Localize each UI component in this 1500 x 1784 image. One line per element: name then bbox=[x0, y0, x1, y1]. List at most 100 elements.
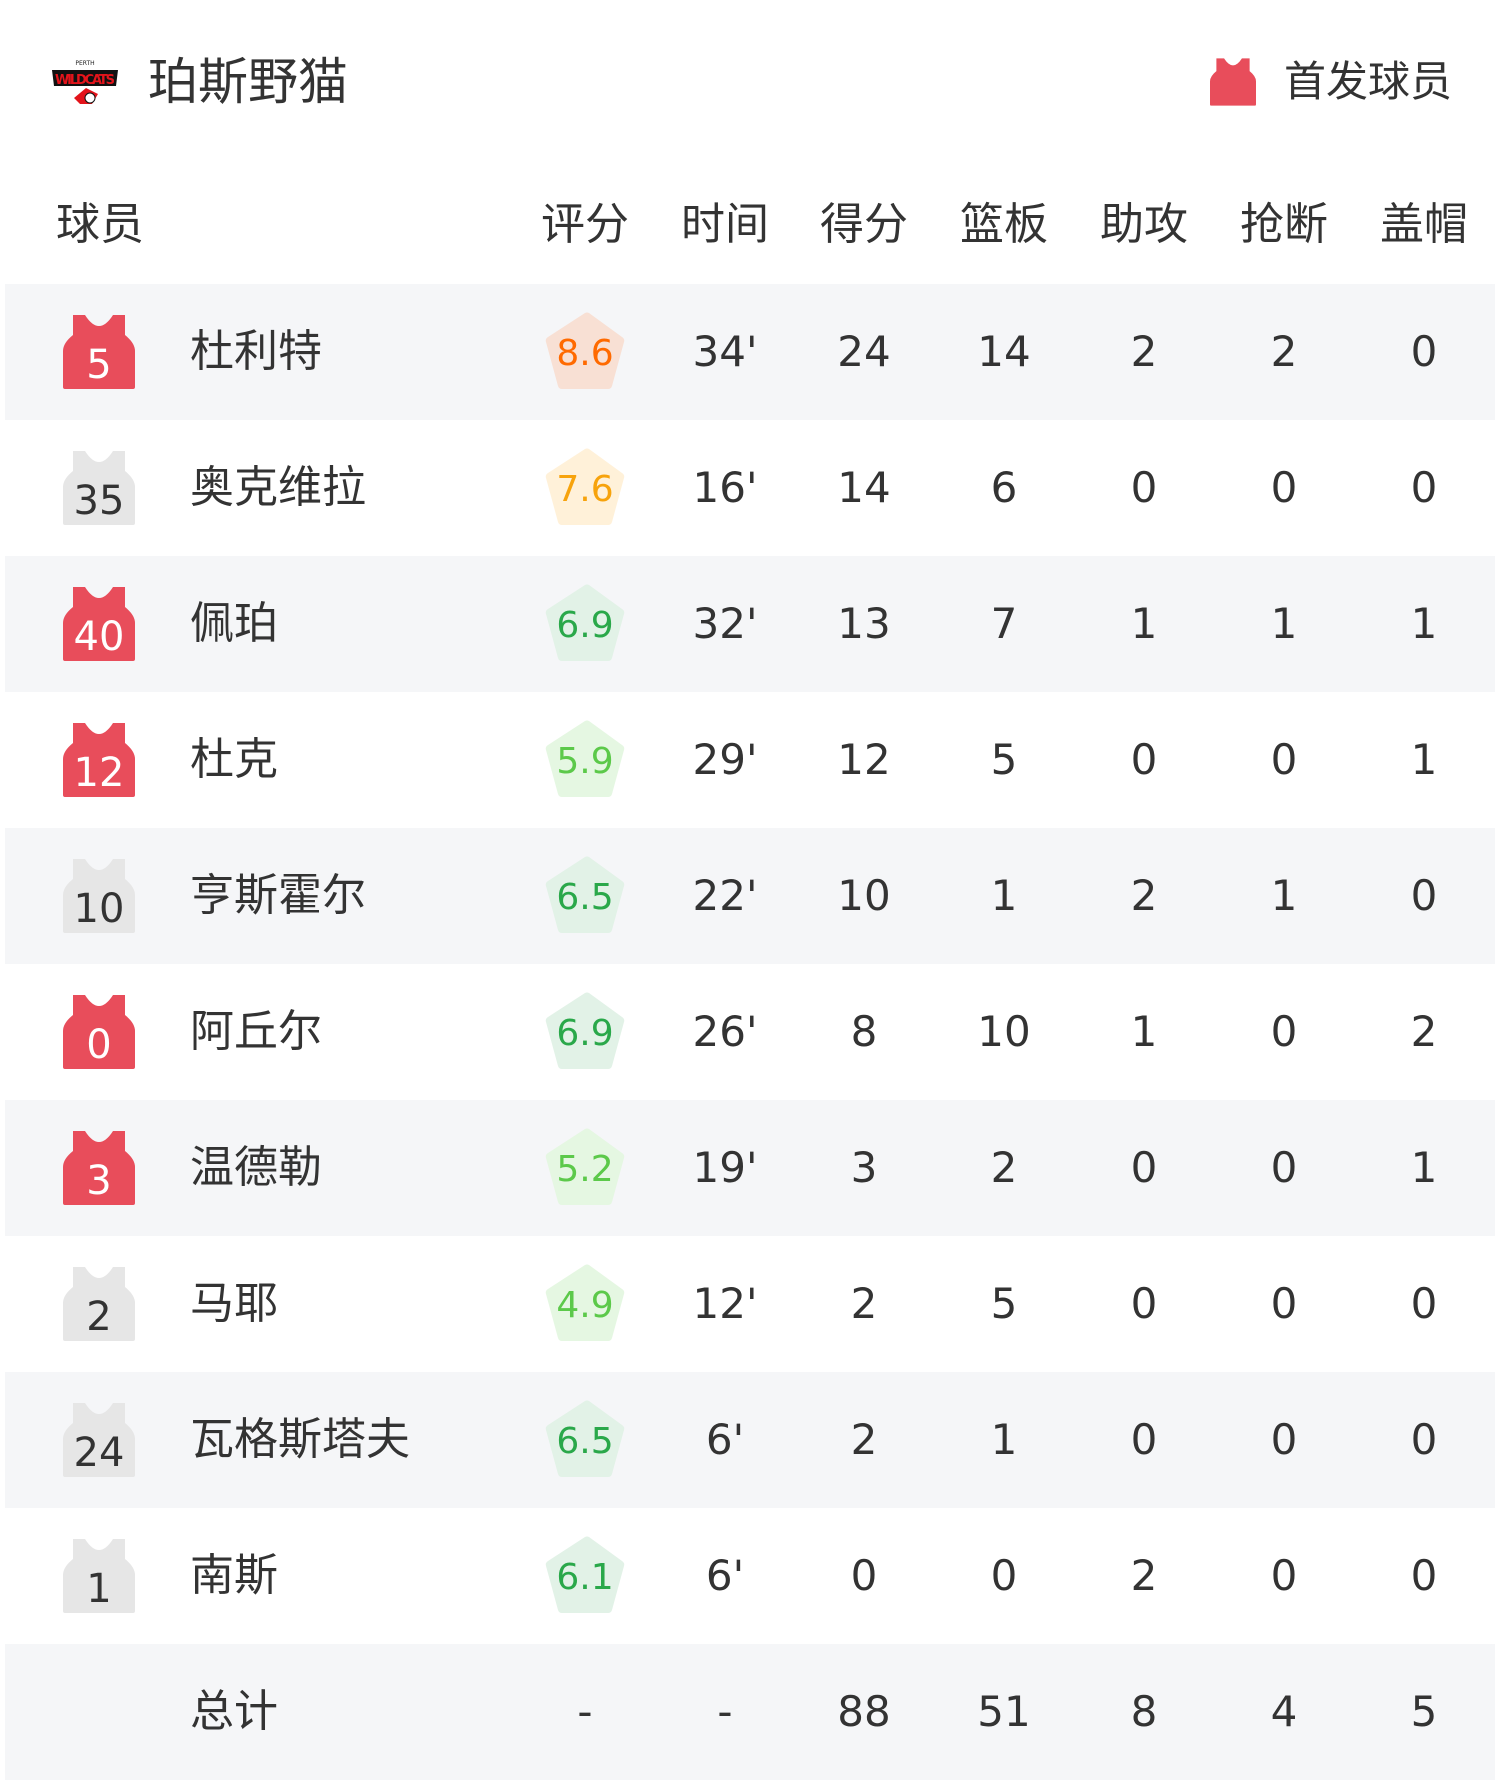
bench-jersey-icon: 10 bbox=[63, 859, 135, 933]
jersey-number: 5 bbox=[86, 342, 112, 388]
rating-value: 6.9 bbox=[556, 1013, 614, 1054]
team-name: 珀斯野猫 bbox=[148, 53, 348, 111]
stat-min: 29' bbox=[692, 735, 758, 784]
rating-value: 7.6 bbox=[556, 469, 614, 510]
stat-stl: 0 bbox=[1270, 1143, 1298, 1192]
stat-ast: 2 bbox=[1130, 871, 1158, 920]
starter-jersey-icon: 3 bbox=[63, 1131, 135, 1205]
stat-pts: 12 bbox=[837, 735, 891, 784]
stat-reb: 14 bbox=[977, 327, 1031, 376]
rating-value: 6.9 bbox=[556, 605, 614, 646]
player-name[interactable]: 杜利特 bbox=[190, 326, 322, 377]
jersey-number: 1 bbox=[86, 1566, 112, 1612]
stat-stl: 0 bbox=[1270, 463, 1298, 512]
stat-pts: 13 bbox=[837, 599, 891, 648]
jersey-number: 24 bbox=[73, 1430, 125, 1476]
stat-blk: 0 bbox=[1410, 1415, 1438, 1464]
stat-reb: 1 bbox=[990, 871, 1018, 920]
stat-blk: 0 bbox=[1410, 463, 1438, 512]
stat-blk: 1 bbox=[1410, 599, 1438, 648]
pentagon-icon bbox=[545, 720, 625, 797]
player-row[interactable]: 10 亨斯霍尔 6.5 22' 10 1 2 1 0 bbox=[5, 828, 1495, 964]
col-assists: 助攻 bbox=[1100, 199, 1188, 250]
starter-jersey-icon: 0 bbox=[63, 995, 135, 1069]
player-row[interactable]: 2 马耶 4.9 12' 2 5 0 0 0 bbox=[5, 1236, 1495, 1372]
stat-blk: 0 bbox=[1410, 1279, 1438, 1328]
player-name[interactable]: 南斯 bbox=[190, 1550, 278, 1601]
pentagon-icon bbox=[545, 856, 625, 933]
stat-stl: 2 bbox=[1270, 327, 1298, 376]
stat-blk: 0 bbox=[1410, 1551, 1438, 1600]
svg-text:PERTH: PERTH bbox=[75, 60, 94, 67]
totals-rating: - bbox=[577, 1687, 593, 1736]
stat-reb: 5 bbox=[990, 735, 1018, 784]
player-row[interactable]: 3 温德勒 5.2 19' 3 2 0 0 1 bbox=[5, 1100, 1495, 1236]
stat-stl: 4 bbox=[1270, 1687, 1298, 1736]
jersey-number: 12 bbox=[73, 750, 125, 796]
stat-min: 34' bbox=[692, 327, 758, 376]
player-name[interactable]: 马耶 bbox=[190, 1278, 278, 1329]
stat-pts: 8 bbox=[850, 1007, 878, 1056]
bench-jersey-icon: 35 bbox=[63, 451, 135, 525]
stat-blk: 0 bbox=[1410, 327, 1438, 376]
stat-pts: 88 bbox=[837, 1687, 891, 1736]
stat-reb: 0 bbox=[990, 1551, 1018, 1600]
stat-pts: 10 bbox=[837, 871, 891, 920]
jersey-number: 10 bbox=[73, 886, 125, 932]
rating-value: 6.5 bbox=[556, 1421, 614, 1462]
starter-legend: 首发球员 bbox=[1209, 52, 1452, 112]
stat-min: - bbox=[717, 1687, 733, 1736]
player-row[interactable]: 35 奥克维拉 7.6 16' 14 6 0 0 0 bbox=[5, 420, 1495, 556]
player-row[interactable]: 0 阿丘尔 6.9 26' 8 10 1 0 2 bbox=[5, 964, 1495, 1100]
stat-ast: 8 bbox=[1130, 1687, 1158, 1736]
stat-blk: 5 bbox=[1410, 1687, 1438, 1736]
player-row[interactable]: 1 南斯 6.1 6' 0 0 2 0 0 bbox=[5, 1508, 1495, 1644]
stat-stl: 0 bbox=[1270, 1279, 1298, 1328]
col-player: 球员 bbox=[56, 199, 144, 250]
player-name[interactable]: 亨斯霍尔 bbox=[190, 870, 366, 921]
pentagon-icon bbox=[545, 1128, 625, 1205]
stat-pts: 3 bbox=[850, 1143, 878, 1192]
pentagon-icon bbox=[545, 1400, 625, 1477]
rating-value: 5.2 bbox=[556, 1149, 614, 1190]
pentagon-icon bbox=[545, 1536, 625, 1613]
player-row[interactable]: 40 佩珀 6.9 32' 13 7 1 1 1 bbox=[5, 556, 1495, 692]
stat-stl: 1 bbox=[1270, 871, 1298, 920]
player-row[interactable]: 24 瓦格斯塔夫 6.5 6' 2 1 0 0 0 bbox=[5, 1372, 1495, 1508]
player-name[interactable]: 阿丘尔 bbox=[190, 1006, 322, 1057]
stat-reb: 1 bbox=[990, 1415, 1018, 1464]
pentagon-icon bbox=[545, 1264, 625, 1341]
totals-label: 总计 bbox=[190, 1686, 278, 1737]
stat-min: 22' bbox=[692, 871, 758, 920]
starter-jersey-icon: 40 bbox=[63, 587, 135, 661]
player-name[interactable]: 奥克维拉 bbox=[190, 462, 366, 513]
rating-badge: 6.5 bbox=[543, 1398, 627, 1482]
col-points: 得分 bbox=[820, 199, 908, 250]
legend-label: 首发球员 bbox=[1283, 57, 1452, 106]
totals-row: 总计 - - 88 51 8 4 5 bbox=[5, 1644, 1495, 1780]
stat-min: 32' bbox=[692, 599, 758, 648]
stat-reb: 2 bbox=[990, 1143, 1018, 1192]
player-row[interactable]: 5 杜利特 8.6 34' 24 14 2 2 0 bbox=[5, 284, 1495, 420]
jersey-number: 40 bbox=[73, 614, 125, 660]
stat-ast: 0 bbox=[1130, 1143, 1158, 1192]
player-name[interactable]: 瓦格斯塔夫 bbox=[190, 1414, 410, 1465]
svg-text:WILDCATS: WILDCATS bbox=[55, 73, 115, 88]
player-name[interactable]: 杜克 bbox=[190, 734, 278, 785]
rating-badge: 4.9 bbox=[543, 1262, 627, 1346]
player-row[interactable]: 12 杜克 5.9 29' 12 5 0 0 1 bbox=[5, 692, 1495, 828]
player-name[interactable]: 温德勒 bbox=[190, 1142, 322, 1193]
team-header: PERTH WILDCATS 珀斯野猫 首发球员 bbox=[0, 0, 1500, 160]
stat-min: 12' bbox=[692, 1279, 758, 1328]
stat-blk: 0 bbox=[1410, 871, 1438, 920]
pentagon-icon bbox=[545, 584, 625, 661]
player-name[interactable]: 佩珀 bbox=[190, 598, 278, 649]
rating-value: 6.1 bbox=[556, 1557, 614, 1598]
pentagon-icon bbox=[545, 992, 625, 1069]
bench-jersey-icon: 24 bbox=[63, 1403, 135, 1477]
rating-badge: 6.9 bbox=[543, 990, 627, 1074]
rating-badge: 5.2 bbox=[543, 1126, 627, 1210]
table-header: 球员 评分 时间 得分 篮板 助攻 抢断 盖帽 bbox=[0, 190, 1500, 260]
rating-value: 8.6 bbox=[556, 333, 614, 374]
jersey-number: 2 bbox=[86, 1294, 112, 1340]
